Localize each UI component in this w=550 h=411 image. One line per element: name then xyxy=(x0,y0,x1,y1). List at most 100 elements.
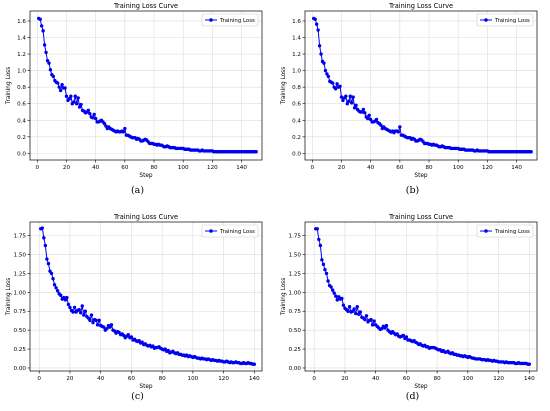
y-tick-label: 0.2 xyxy=(292,135,301,141)
data-point xyxy=(88,111,92,116)
data-point xyxy=(369,317,373,322)
plot-frame-d xyxy=(304,221,538,372)
data-point xyxy=(319,52,323,56)
legend-c: Training Loss xyxy=(201,224,259,238)
data-point xyxy=(45,257,49,261)
data-point xyxy=(333,87,338,91)
y-tick-label: 0.50 xyxy=(14,328,27,334)
data-point xyxy=(329,285,333,289)
data-point xyxy=(366,116,370,121)
x-tick-label: 80 xyxy=(150,165,158,171)
y-tick-label: 0.00 xyxy=(289,366,302,372)
data-point xyxy=(363,111,367,115)
data-point xyxy=(318,243,323,248)
y-tick-label: 1.2 xyxy=(17,52,26,58)
data-point xyxy=(326,279,330,283)
data-point xyxy=(59,293,63,298)
data-point xyxy=(48,68,53,72)
data-point xyxy=(51,74,56,79)
x-tick-label: 60 xyxy=(121,165,129,171)
x-tick-label: 80 xyxy=(159,376,167,382)
data-point xyxy=(66,302,71,307)
y-tick-label: 0.75 xyxy=(289,309,302,315)
x-tick-label: 40 xyxy=(97,376,105,382)
data-point xyxy=(335,298,339,302)
data-point xyxy=(72,100,76,104)
data-point xyxy=(351,95,355,99)
data-points-b xyxy=(312,16,533,154)
y-tick-label: 1.00 xyxy=(14,290,27,296)
data-point xyxy=(68,305,72,310)
data-point xyxy=(344,94,348,98)
data-point xyxy=(39,24,44,28)
chart-d: 0 20 40 60 80 100 120 140 0.00 0.25 0.50 0.75 1.00 1.… xyxy=(281,213,538,402)
data-point xyxy=(42,43,47,47)
data-point xyxy=(64,94,69,98)
data-point xyxy=(335,82,339,86)
data-point xyxy=(361,107,366,112)
y-tick-label: 0.4 xyxy=(17,118,26,124)
y-axis-label-a: Training Loss xyxy=(6,67,12,105)
legend-label: Training Loss xyxy=(219,18,255,24)
data-point xyxy=(320,258,324,262)
data-point xyxy=(317,237,321,242)
data-point xyxy=(51,277,55,281)
chart-title-b: Training Loss Curve xyxy=(388,2,453,10)
data-point xyxy=(347,99,351,103)
data-point xyxy=(49,271,54,276)
y-tick-label: 0.25 xyxy=(14,347,27,353)
data-point xyxy=(354,103,358,108)
y-tick-label: 1.4 xyxy=(17,35,26,41)
legend-label: Training Loss xyxy=(494,18,530,24)
data-point xyxy=(102,325,106,329)
legend-marker xyxy=(209,18,213,22)
data-point xyxy=(102,121,107,126)
data-point xyxy=(72,305,77,310)
data-point xyxy=(71,310,75,314)
data-point xyxy=(82,313,86,317)
data-point xyxy=(92,112,96,117)
data-point xyxy=(254,150,258,154)
x-tick-label: 60 xyxy=(396,165,404,171)
x-tick-label: 140 xyxy=(524,376,535,382)
data-point xyxy=(73,94,77,98)
x-axis-label-d: Step xyxy=(414,384,428,390)
data-point xyxy=(360,110,364,114)
data-point xyxy=(370,323,375,327)
y-tick-label: 1.25 xyxy=(14,271,27,277)
y-tick-label: 0.2 xyxy=(17,135,26,141)
data-point xyxy=(60,82,64,87)
data-point xyxy=(314,22,319,26)
legend-box xyxy=(476,224,534,238)
chart-b: 0 20 40 60 80 100 120 140 0.0 0.2 0.4 0.6 0.8 1.0 1.2 1… xyxy=(281,2,538,196)
x-tick-label: 120 xyxy=(207,165,218,171)
x-tick-label: 20 xyxy=(338,165,346,171)
data-point xyxy=(41,29,45,33)
data-point xyxy=(354,311,358,316)
data-point xyxy=(345,102,350,106)
grid-a xyxy=(30,11,262,160)
data-point xyxy=(346,309,350,313)
data-point xyxy=(404,335,409,339)
data-point xyxy=(352,307,356,311)
legend-label: Training Loss xyxy=(219,229,255,235)
data-point xyxy=(331,81,335,85)
chart-title-a: Training Loss Curve xyxy=(113,2,178,10)
data-point xyxy=(47,61,51,65)
y-tick-label: 1.75 xyxy=(14,234,27,240)
data-point xyxy=(401,333,406,338)
y-tick-label: 1.50 xyxy=(14,253,27,259)
data-point xyxy=(43,243,48,248)
data-point xyxy=(77,105,82,109)
data-point xyxy=(63,86,67,90)
data-point xyxy=(65,295,69,300)
data-point xyxy=(80,304,84,308)
y-tick-label: 0.6 xyxy=(292,102,301,108)
data-point xyxy=(95,323,100,327)
data-point xyxy=(313,17,317,21)
y-tick-label: 0.0 xyxy=(292,151,301,157)
y-tick-label: 0.50 xyxy=(289,328,302,334)
data-point xyxy=(54,286,58,290)
x-tick-label: 60 xyxy=(403,376,411,382)
data-point xyxy=(52,283,57,287)
